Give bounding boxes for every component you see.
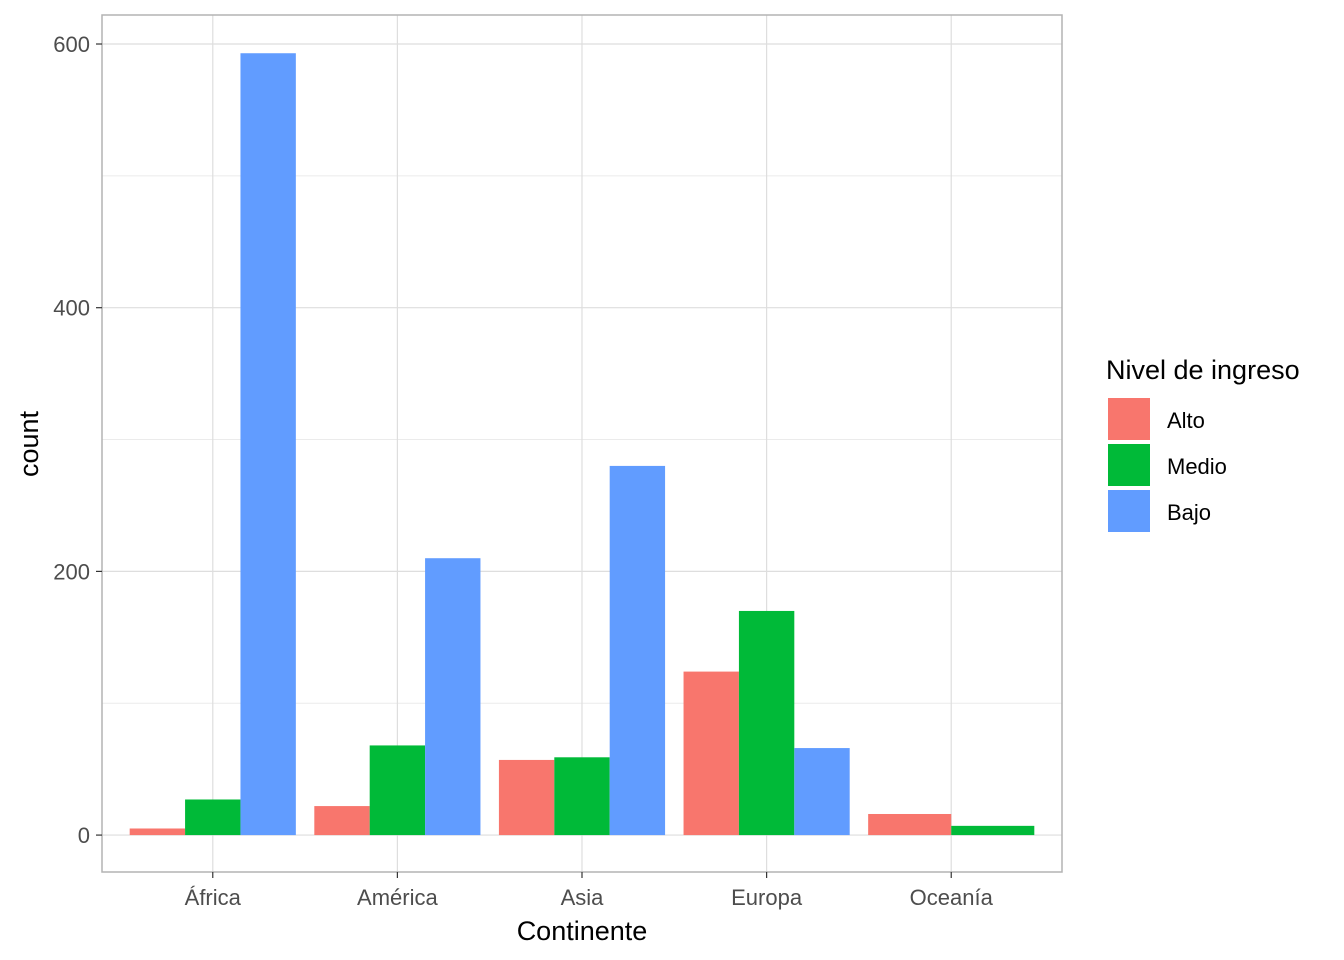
legend-key-medio — [1108, 444, 1150, 486]
x-tick-label: América — [357, 885, 438, 910]
legend: Nivel de ingreso Alto Medio Bajo — [1106, 355, 1300, 532]
bar-bajo-3 — [609, 465, 666, 836]
bar-alto-4 — [683, 671, 739, 836]
bar-alto-5 — [868, 813, 952, 836]
bar-medio-1 — [185, 799, 241, 836]
legend-label-alto: Alto — [1167, 408, 1205, 433]
bar-medio-3 — [554, 757, 610, 836]
bars — [129, 53, 1035, 836]
x-axis-title: Continente — [517, 916, 648, 946]
x-tick-label: África — [185, 885, 242, 910]
bar-alto-2 — [314, 806, 370, 836]
y-tick-label: 600 — [53, 32, 90, 57]
legend-items: Alto Medio Bajo — [1108, 398, 1227, 532]
legend-key-bajo — [1108, 490, 1150, 532]
x-tick-label: Asia — [561, 885, 605, 910]
bar-medio-4 — [738, 610, 795, 836]
legend-title: Nivel de ingreso — [1106, 355, 1300, 385]
y-tick-label: 200 — [53, 559, 90, 584]
y-axis-title: count — [14, 410, 44, 477]
x-tick-label: Europa — [731, 885, 803, 910]
legend-label-bajo: Bajo — [1167, 500, 1211, 525]
x-tick-label: Oceanía — [910, 885, 994, 910]
bar-alto-3 — [498, 759, 555, 836]
bar-bajo-1 — [240, 53, 296, 836]
y-tick-label: 0 — [78, 823, 90, 848]
legend-label-medio: Medio — [1167, 454, 1227, 479]
bar-medio-5 — [951, 825, 1035, 836]
y-tick-label: 400 — [53, 296, 90, 321]
y-axis-ticks: 0 200 400 600 — [53, 32, 102, 848]
bar-alto-1 — [129, 828, 186, 836]
legend-key-alto — [1108, 398, 1150, 440]
bar-bajo-4 — [794, 748, 850, 836]
bar-medio-2 — [369, 745, 426, 836]
x-axis-ticks: África América Asia Europa Oceanía — [185, 872, 994, 910]
plot-panel — [101, 14, 1063, 873]
bar-bajo-2 — [425, 558, 481, 836]
